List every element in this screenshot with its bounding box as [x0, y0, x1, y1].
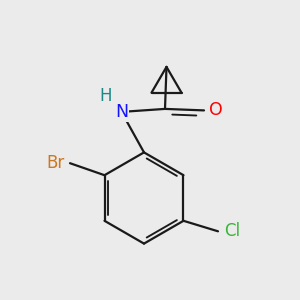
Text: Cl: Cl [224, 222, 241, 240]
Text: O: O [208, 101, 222, 119]
Text: H: H [100, 87, 112, 105]
Text: N: N [115, 103, 128, 121]
Text: Br: Br [46, 154, 64, 172]
